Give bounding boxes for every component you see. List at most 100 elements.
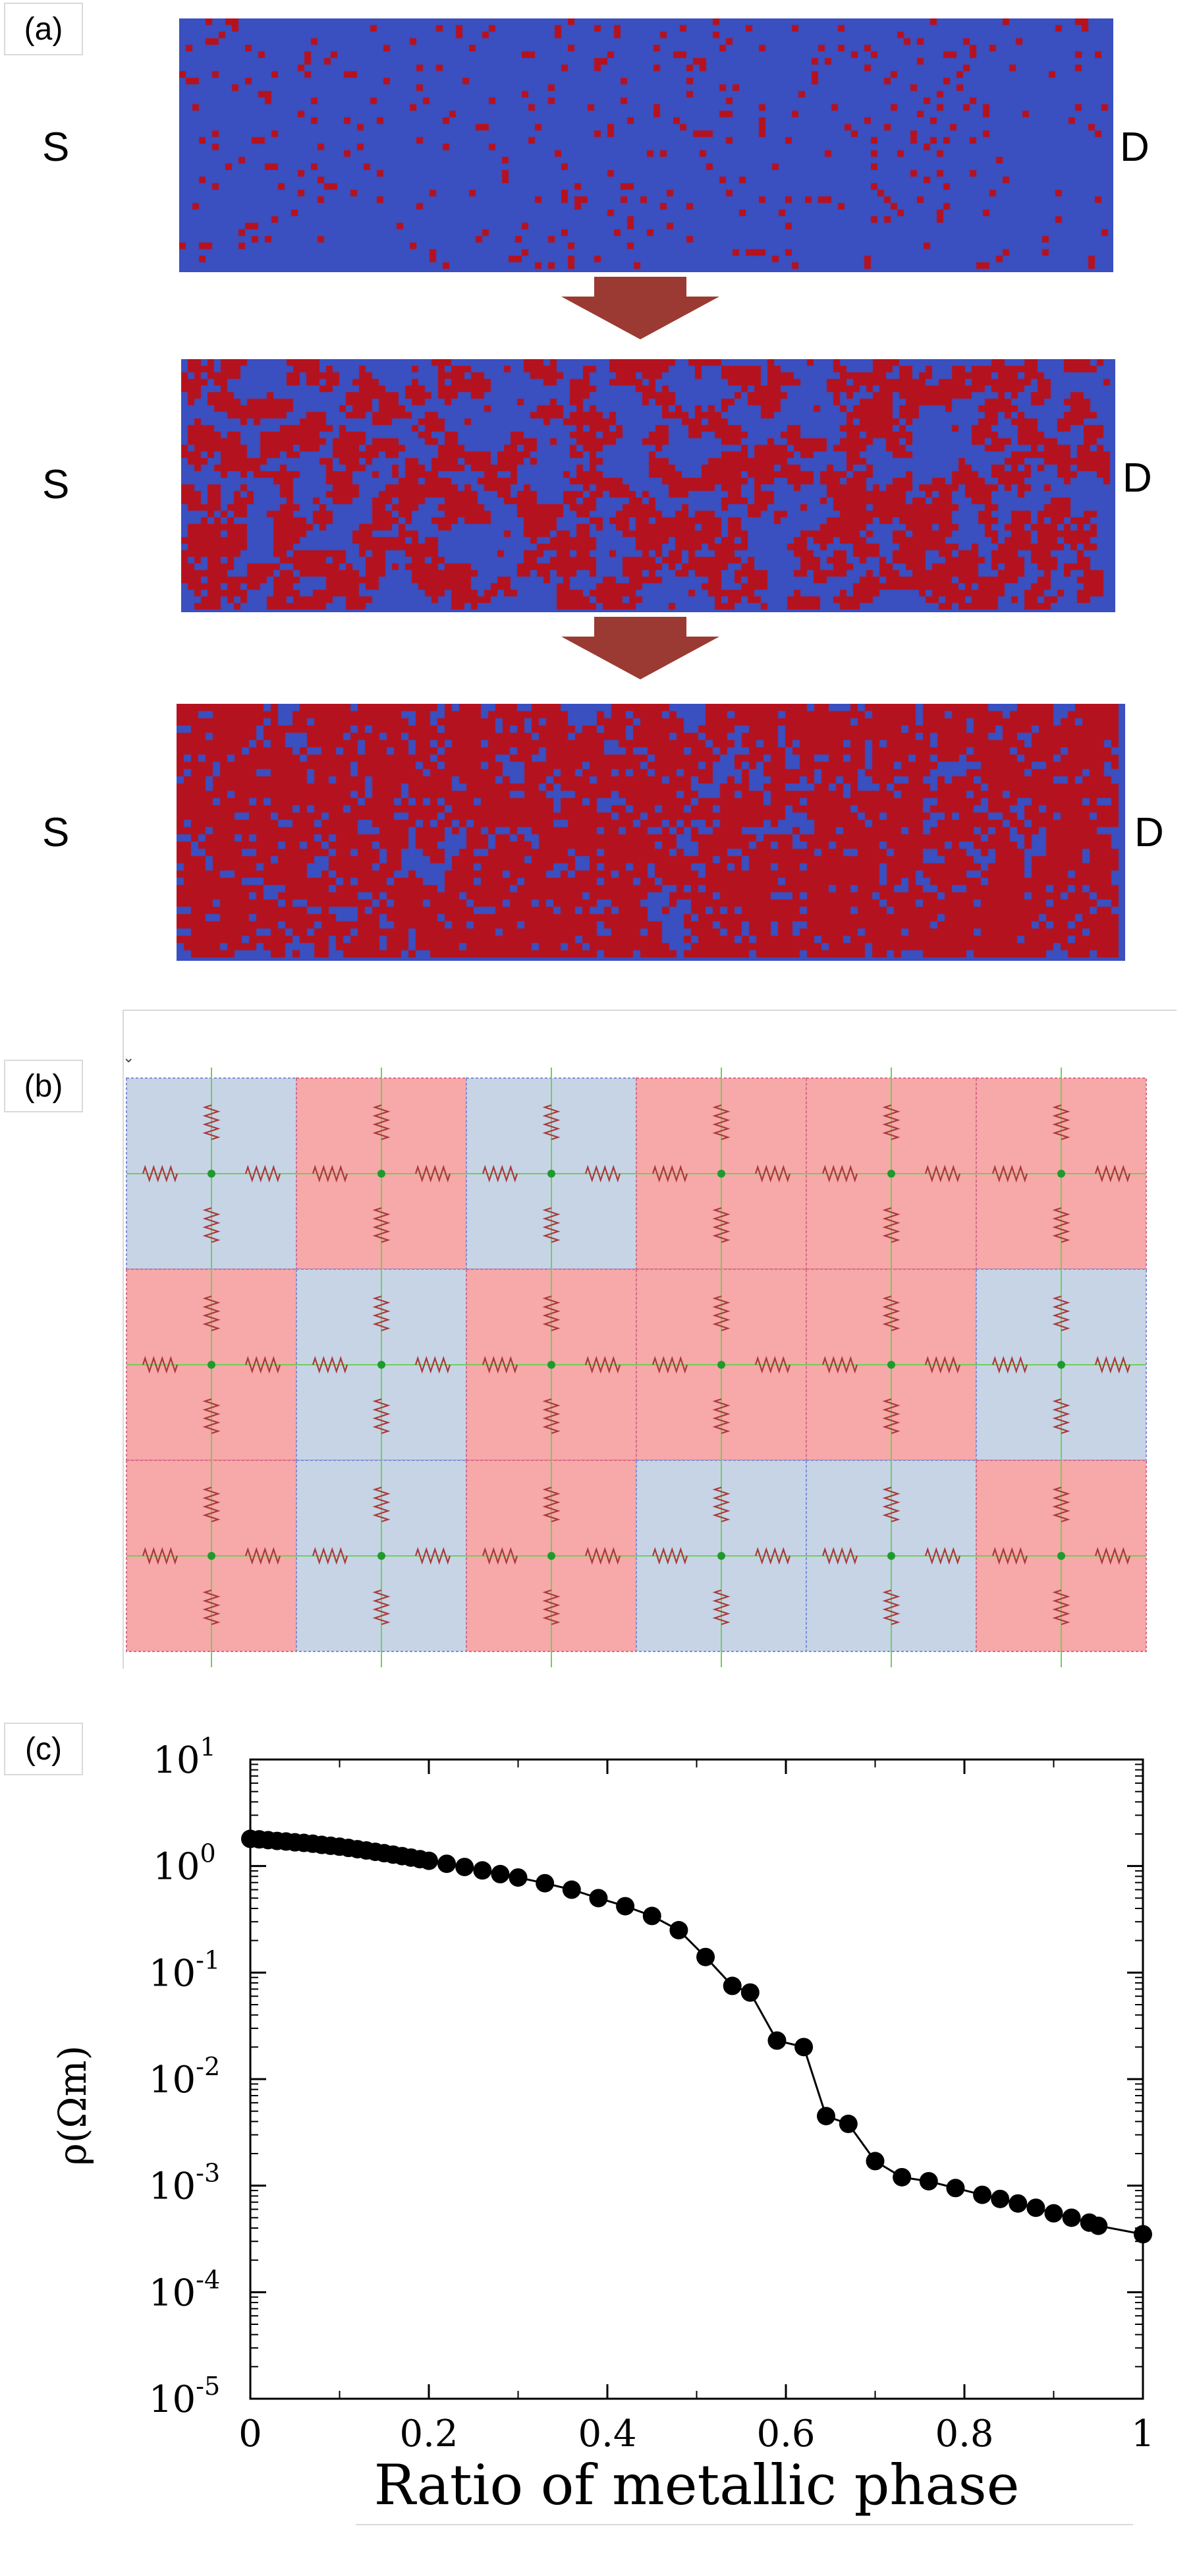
row2-source-label: S [42,462,70,507]
data-point [473,1861,492,1880]
resistor-icon [482,1356,518,1374]
panel-b-top-rule [123,1010,1177,1011]
resistor-icon [414,1164,451,1183]
resistor-icon [482,1164,518,1183]
data-point [973,2185,992,2204]
resistor-icon [372,1486,391,1523]
node-icon [377,1552,385,1560]
resistor-icon [372,1104,391,1141]
y-axis-label: ρ(Ωm) [50,2046,95,2165]
y-tick-label: 10-4 [149,2265,220,2314]
resistor-icon [542,1398,561,1435]
resistor-icon [202,1295,221,1332]
resistor-icon [924,1356,961,1374]
resistor-icon [244,1356,281,1374]
resistor-icon [652,1164,688,1183]
resistor-icon [754,1164,791,1183]
node-icon [717,1552,725,1560]
data-point [562,1880,581,1899]
resistor-icon [924,1547,961,1565]
data-point [816,2107,835,2126]
node-icon [717,1361,725,1369]
x-tick-label: 1 [1131,2413,1155,2455]
resistor-icon [712,1207,731,1244]
data-point [1062,2208,1081,2227]
arrow-down-icon [561,617,719,679]
x-tick-label: 0.8 [935,2413,993,2455]
row1-drain-label: D [1120,125,1150,170]
resistor-icon [244,1547,281,1565]
resistor-icon [414,1356,451,1374]
y-tick-label: 101 [153,1732,215,1782]
resistor-icon [372,1589,391,1626]
panel-b-left-rule [123,1010,124,1669]
node-icon [1057,1552,1065,1560]
resistor-icon [202,1486,221,1523]
resistor-icon [584,1164,621,1183]
data-point [991,2189,1010,2208]
data-point [536,1874,555,1893]
resistor-icon [312,1547,348,1565]
data-point [740,1983,760,2002]
resistor-icon [372,1398,391,1435]
resistor-icon [754,1547,791,1565]
resistor-icon [142,1356,179,1374]
row2-drain-label: D [1123,455,1152,501]
resistor-icon [1052,1104,1070,1141]
resistor-icon [372,1295,391,1332]
data-point [723,1976,742,1995]
data-point [839,2114,858,2133]
data-point [1089,2216,1108,2235]
node-icon [377,1170,385,1178]
node-icon [887,1552,895,1560]
resistor-icon [584,1356,621,1374]
resistor-icon [312,1164,348,1183]
resistor-icon [202,1589,221,1626]
node-icon [547,1170,555,1178]
resistor-icon [584,1547,621,1565]
panel-b-label: (b) [4,1060,83,1112]
data-point [1044,2204,1063,2223]
resistor-icon [991,1547,1028,1565]
resistor-icon [542,1295,561,1332]
node-icon [208,1361,215,1369]
data-point [509,1868,528,1887]
data-point [767,2031,787,2050]
resistor-icon [1052,1486,1070,1523]
lattice-mid-metal [181,359,1115,612]
data-point [1026,2198,1045,2218]
xlabel-box-rule [356,2524,1133,2525]
node-icon [717,1170,725,1178]
resistor-icon [882,1207,901,1244]
lattice-high-metal [177,704,1125,961]
resistor-icon [542,1104,561,1141]
resistor-icon [244,1164,281,1183]
resistor-icon [991,1356,1028,1374]
node-icon [377,1361,385,1369]
data-point [696,1947,715,1966]
resistor-icon [821,1164,858,1183]
data-point [893,2167,912,2187]
resistor-icon [991,1164,1028,1183]
resistor-icon [414,1547,451,1565]
data-point [455,1858,474,1877]
resistor-icon [652,1547,688,1565]
data-point [669,1920,688,1939]
row3-source-label: S [42,810,70,855]
resistor-icon [542,1486,561,1523]
y-tick-label: 10-3 [149,2159,220,2208]
data-point [589,1889,608,1908]
resistor-icon [202,1207,221,1244]
data-point [642,1906,661,1926]
resistor-icon [712,1589,731,1626]
panel-a-label: (a) [4,3,83,55]
resistor-icon [542,1207,561,1244]
resistor-icon [202,1398,221,1435]
resistor-icon [142,1547,179,1565]
resistivity-chart: 0 0.2 0.4 0.6 0.8 1 10-5 10-4 10-3 10-2 10-1 100 10… [50,1732,1155,2517]
row3-drain-label: D [1134,810,1164,855]
resistor-icon [712,1295,731,1332]
resistor-icon [542,1589,561,1626]
resistor-network-diagram [126,1068,1147,1667]
x-tick-label: 0.2 [399,2413,458,2455]
